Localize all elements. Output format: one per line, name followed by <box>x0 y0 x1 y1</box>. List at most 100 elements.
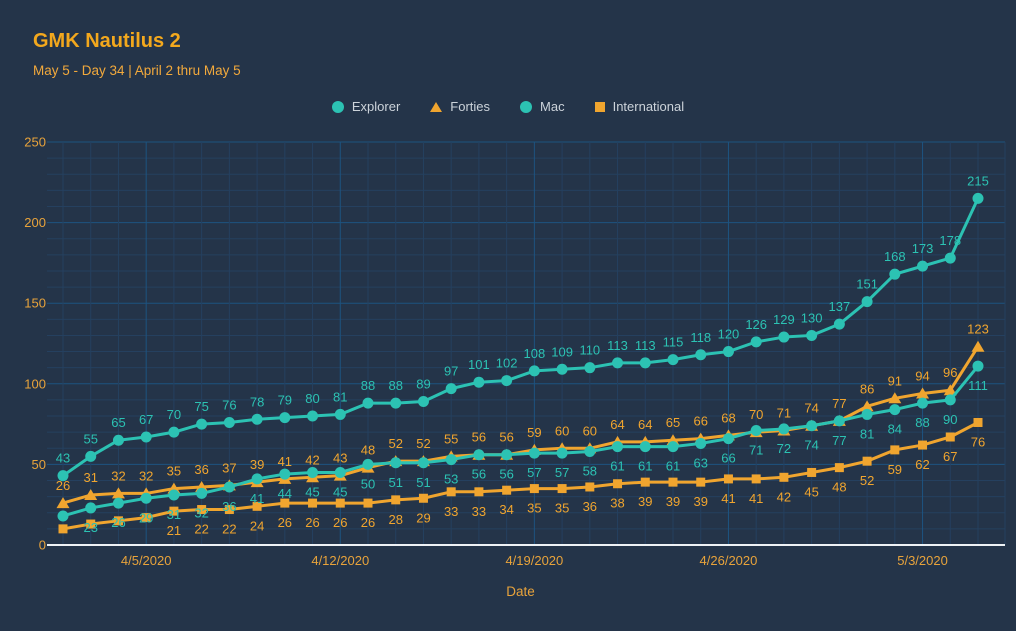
explorer-point-label: 108 <box>524 346 546 361</box>
explorer-point-label: 101 <box>468 357 490 372</box>
international-point-label: 35 <box>555 501 569 516</box>
legend-label: Mac <box>540 99 565 114</box>
forties-point-label: 74 <box>804 401 818 416</box>
explorer-point <box>889 268 901 280</box>
mac-point-label: 71 <box>749 443 763 458</box>
explorer-point <box>112 434 124 446</box>
x-tick-label: 5/3/2020 <box>897 553 948 568</box>
international-point-label: 39 <box>693 494 707 509</box>
explorer-point <box>750 336 762 348</box>
mac-point-label: 90 <box>943 412 957 427</box>
explorer-point-label: 80 <box>305 391 319 406</box>
mac-point-label: 57 <box>555 465 569 480</box>
forties-point <box>860 400 874 412</box>
forties-point-label: 96 <box>943 365 957 380</box>
explorer-point-label: 126 <box>745 317 767 332</box>
mac-point-label: 53 <box>444 472 458 487</box>
mac-point-label: 50 <box>361 476 375 491</box>
international-point-label: 52 <box>860 473 874 488</box>
explorer-point-label: 78 <box>250 394 264 409</box>
legend-item-forties[interactable]: Forties <box>430 99 490 114</box>
explorer-point <box>168 426 180 438</box>
international-point-label: 38 <box>610 496 624 511</box>
mac-point-label: 32 <box>194 505 208 520</box>
international-point <box>308 498 318 508</box>
legend-item-explorer[interactable]: Explorer <box>331 99 400 114</box>
y-tick-label: 250 <box>24 135 46 150</box>
international-point <box>418 493 428 503</box>
explorer-point-label: 55 <box>83 431 97 446</box>
international-square-icon <box>594 101 605 112</box>
series-explorer <box>57 192 984 482</box>
international-point-label: 45 <box>804 484 818 499</box>
international-point <box>973 417 983 427</box>
explorer-point <box>85 450 97 462</box>
forties-point-label: 66 <box>693 414 707 429</box>
international-point <box>224 505 234 515</box>
forties-point <box>916 387 930 399</box>
mac-point <box>639 441 651 453</box>
international-point <box>585 482 595 492</box>
mac-point <box>251 473 263 485</box>
mac-point <box>417 457 429 469</box>
mac-point <box>528 447 540 459</box>
legend-item-mac[interactable]: Mac <box>520 99 565 114</box>
mac-point-label: 58 <box>583 464 597 479</box>
mac-circle-icon <box>520 100 533 113</box>
explorer-point-label: 151 <box>856 277 878 292</box>
legend-item-international[interactable]: International <box>594 99 684 114</box>
explorer-point-label: 215 <box>967 173 989 188</box>
series-mac <box>57 360 984 522</box>
mac-point <box>667 441 679 453</box>
legend-label: Forties <box>450 99 491 114</box>
explorer-point-label: 102 <box>496 356 518 371</box>
international-point <box>58 524 68 534</box>
chart-legend: Explorer Forties Mac International <box>0 99 1016 114</box>
mac-point <box>750 425 762 437</box>
international-point-label: 26 <box>361 515 375 530</box>
international-point <box>945 432 955 442</box>
international-point <box>862 456 872 466</box>
mac-point-label: 56 <box>472 467 486 482</box>
international-point-label: 34 <box>499 502 513 517</box>
explorer-point <box>307 410 319 422</box>
forties-point-label: 64 <box>610 417 624 432</box>
explorer-line <box>61 196 980 478</box>
forties-point <box>111 487 125 499</box>
international-point-label: 39 <box>638 494 652 509</box>
forties-point-label: 42 <box>305 452 319 467</box>
forties-point-label: 56 <box>499 430 513 445</box>
x-axis-title: Date <box>506 584 535 599</box>
mac-point <box>695 437 707 449</box>
mac-point-label: 61 <box>610 459 624 474</box>
mac-point-label: 74 <box>804 438 818 453</box>
explorer-point-label: 178 <box>939 233 961 248</box>
forties-point-label: 91 <box>888 373 902 388</box>
mac-point-label: 77 <box>832 433 846 448</box>
mac-point <box>112 497 124 509</box>
mac-point-label: 29 <box>139 510 153 525</box>
mac-point <box>390 457 402 469</box>
mac-point <box>972 360 984 372</box>
forties-point-label: 37 <box>222 460 236 475</box>
mac-point <box>889 404 901 416</box>
explorer-point-label: 168 <box>884 249 906 264</box>
y-tick-label: 200 <box>24 215 46 230</box>
forties-point-label: 68 <box>721 410 735 425</box>
explorer-point <box>473 376 485 388</box>
forties-point-label: 56 <box>472 430 486 445</box>
explorer-point-label: 65 <box>111 415 125 430</box>
international-point <box>613 479 623 489</box>
international-point <box>640 477 650 487</box>
international-point-label: 48 <box>832 480 846 495</box>
mac-point-label: 84 <box>888 422 902 437</box>
mac-point <box>612 441 624 453</box>
international-point-label: 21 <box>167 523 181 538</box>
explorer-point <box>833 318 845 330</box>
international-point-label: 26 <box>333 515 347 530</box>
page-title: GMK Nautilus 2 <box>33 30 181 52</box>
mac-point-label: 41 <box>250 491 264 506</box>
x-tick-label: 4/5/2020 <box>121 553 172 568</box>
international-point-label: 41 <box>749 491 763 506</box>
explorer-point <box>612 357 624 369</box>
